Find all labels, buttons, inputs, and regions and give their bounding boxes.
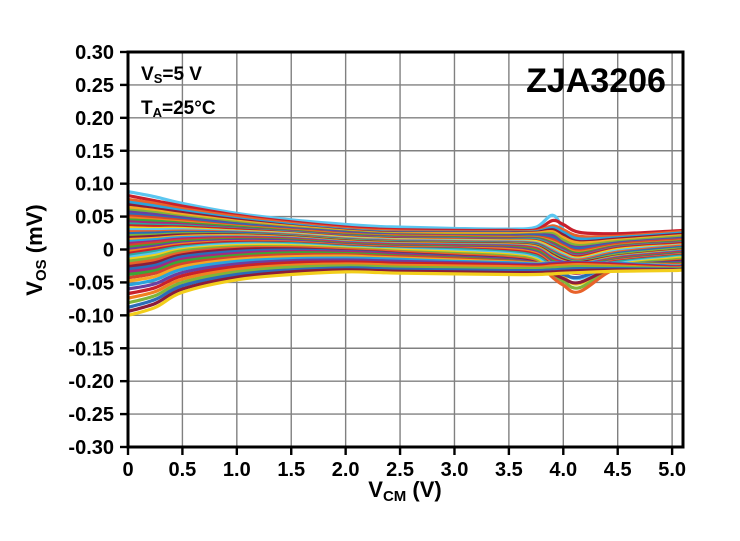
data-traces	[128, 189, 683, 317]
y-tick-label: 0.15	[75, 141, 114, 163]
x-tick-label: 5.0	[658, 459, 686, 481]
y-tick-label: -0.25	[68, 404, 114, 426]
svg-text:VCM (V): VCM (V)	[368, 477, 441, 505]
annotation-supply-voltage: VS=5 V	[141, 64, 202, 86]
data-trace	[128, 267, 683, 313]
data-trace	[128, 264, 683, 305]
annotation-supply-voltage-sub: S	[154, 71, 163, 86]
x-tick-label: 0.5	[169, 459, 197, 481]
x-tick-label: 3.5	[495, 459, 523, 481]
y-tick-label: -0.15	[68, 338, 114, 360]
data-trace	[128, 262, 683, 300]
part-number-title: ZJA3206	[526, 62, 666, 100]
x-tick-label: 4.0	[549, 459, 577, 481]
x-tick-label: 4.5	[604, 459, 632, 481]
y-axis-title: VOS (mV)	[22, 204, 50, 295]
annotation-supply-voltage-main: V	[141, 64, 154, 85]
y-tick-label: 0.20	[75, 108, 114, 130]
y-tick-label: 0.05	[75, 207, 114, 229]
x-tick-label: 0	[122, 459, 133, 481]
x-axis-title: VCM (V)	[368, 477, 441, 505]
axis-ticks	[120, 50, 674, 455]
x-tick-label: 2.0	[332, 459, 360, 481]
y-axis-title-main: V	[22, 281, 47, 296]
x-axis-title-unit: (V)	[406, 477, 441, 502]
x-axis-title-main: V	[368, 477, 383, 502]
x-tick-label: 1.0	[223, 459, 251, 481]
y-tick-label: 0	[103, 240, 114, 262]
x-tick-label: 2.5	[386, 459, 414, 481]
annotation-ambient-temperature-main: T	[141, 98, 153, 119]
annotation-ambient-temperature-sub: A	[153, 105, 163, 120]
y-tick-label: 0.10	[75, 174, 114, 196]
y-tick-label: -0.20	[68, 371, 114, 393]
data-trace	[128, 266, 683, 310]
data-trace	[128, 268, 683, 317]
y-tick-label: -0.10	[68, 305, 114, 327]
x-axis-tick-labels: 0 0.5 1.0 1.5 2.0 2.5 3.0 3.5 4.0 4.5 5.0	[122, 459, 686, 481]
y-axis-tick-labels: 0.30 0.25 0.20 0.15 0.10 0.05 0 -0.05 -0.10 -0.15…	[68, 42, 114, 459]
annotation-ambient-temperature-rest: =25°C	[162, 98, 216, 119]
x-tick-label: 1.5	[277, 459, 305, 481]
annotation-supply-voltage-rest: =5 V	[162, 64, 202, 85]
y-tick-label: -0.05	[68, 272, 114, 294]
x-axis-title-sub: CM	[383, 488, 406, 505]
y-axis-title-sub: OS	[33, 259, 50, 281]
y-tick-label: -0.30	[68, 437, 114, 459]
y-tick-label: 0.25	[75, 75, 114, 97]
x-tick-label: 3.0	[441, 459, 469, 481]
annotation-ambient-temperature: TA=25°C	[141, 98, 216, 120]
y-axis-title-unit: (mV)	[22, 204, 47, 259]
svg-text:VOS (mV): VOS (mV)	[22, 204, 50, 295]
y-tick-label: 0.30	[75, 42, 114, 64]
